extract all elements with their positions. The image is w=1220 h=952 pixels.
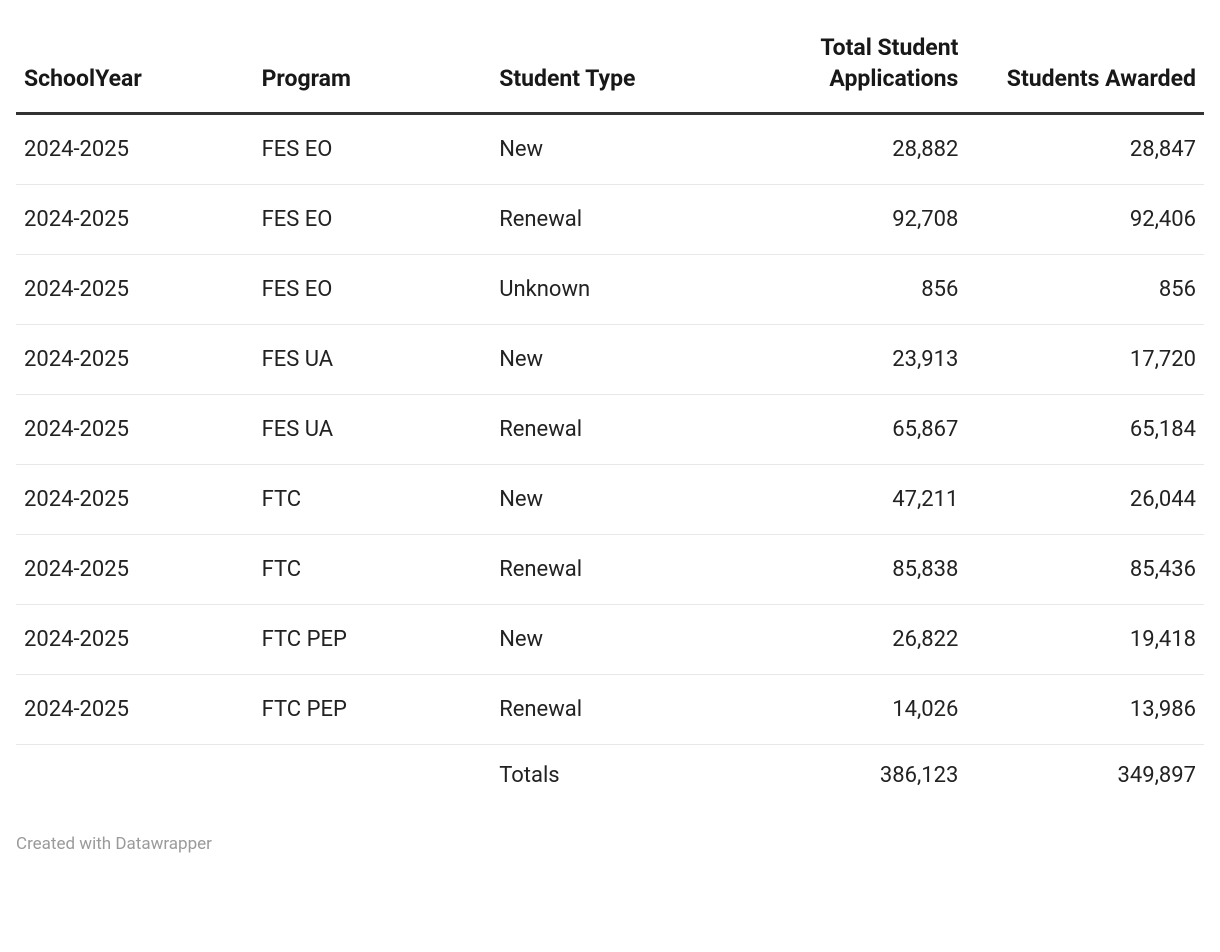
cell-total-applications: 856: [705, 255, 966, 325]
cell-program: FES EO: [254, 255, 492, 325]
header-students-awarded[interactable]: Students Awarded: [966, 16, 1204, 114]
table-row: 2024-2025 FES UA Renewal 65,867 65,184: [16, 395, 1204, 465]
cell-school-year: 2024-2025: [16, 465, 254, 535]
table-row: 2024-2025 FES EO New 28,882 28,847: [16, 114, 1204, 185]
cell-total-applications: 28,882: [705, 114, 966, 185]
table-row: 2024-2025 FES EO Unknown 856 856: [16, 255, 1204, 325]
header-school-year[interactable]: SchoolYear: [16, 16, 254, 114]
table-row: 2024-2025 FTC PEP Renewal 14,026 13,986: [16, 675, 1204, 745]
cell-student-type: New: [491, 465, 705, 535]
table-row: 2024-2025 FTC New 47,211 26,044: [16, 465, 1204, 535]
table-row: 2024-2025 FTC PEP New 26,822 19,418: [16, 605, 1204, 675]
cell-school-year: 2024-2025: [16, 114, 254, 185]
cell-student-type: Renewal: [491, 675, 705, 745]
cell-school-year: 2024-2025: [16, 605, 254, 675]
header-total-applications[interactable]: Total Student Applications: [705, 16, 966, 114]
totals-row: Totals 386,123 349,897: [16, 745, 1204, 807]
totals-applications: 386,123: [705, 745, 966, 807]
cell-program: FES UA: [254, 325, 492, 395]
cell-program: FTC PEP: [254, 605, 492, 675]
cell-students-awarded: 85,436: [966, 535, 1204, 605]
cell-total-applications: 23,913: [705, 325, 966, 395]
cell-program: FES EO: [254, 185, 492, 255]
cell-program: FTC: [254, 465, 492, 535]
header-program[interactable]: Program: [254, 16, 492, 114]
cell-students-awarded: 28,847: [966, 114, 1204, 185]
cell-student-type: New: [491, 114, 705, 185]
totals-blank-2: [254, 745, 492, 807]
cell-program: FES UA: [254, 395, 492, 465]
totals-blank-1: [16, 745, 254, 807]
totals-label: Totals: [491, 745, 705, 807]
cell-total-applications: 85,838: [705, 535, 966, 605]
cell-students-awarded: 65,184: [966, 395, 1204, 465]
cell-students-awarded: 856: [966, 255, 1204, 325]
cell-student-type: New: [491, 325, 705, 395]
cell-program: FES EO: [254, 114, 492, 185]
cell-students-awarded: 26,044: [966, 465, 1204, 535]
header-row: SchoolYear Program Student Type Total St…: [16, 16, 1204, 114]
cell-school-year: 2024-2025: [16, 395, 254, 465]
table-body: 2024-2025 FES EO New 28,882 28,847 2024-…: [16, 114, 1204, 807]
table-row: 2024-2025 FES EO Renewal 92,708 92,406: [16, 185, 1204, 255]
cell-students-awarded: 19,418: [966, 605, 1204, 675]
cell-student-type: Renewal: [491, 535, 705, 605]
cell-school-year: 2024-2025: [16, 325, 254, 395]
cell-program: FTC: [254, 535, 492, 605]
cell-school-year: 2024-2025: [16, 535, 254, 605]
cell-student-type: Renewal: [491, 395, 705, 465]
cell-school-year: 2024-2025: [16, 185, 254, 255]
footer-credit: Created with Datawrapper: [16, 834, 1204, 854]
totals-awarded: 349,897: [966, 745, 1204, 807]
cell-total-applications: 65,867: [705, 395, 966, 465]
cell-students-awarded: 92,406: [966, 185, 1204, 255]
cell-total-applications: 14,026: [705, 675, 966, 745]
cell-students-awarded: 17,720: [966, 325, 1204, 395]
cell-total-applications: 92,708: [705, 185, 966, 255]
cell-students-awarded: 13,986: [966, 675, 1204, 745]
cell-total-applications: 47,211: [705, 465, 966, 535]
cell-program: FTC PEP: [254, 675, 492, 745]
table-row: 2024-2025 FTC Renewal 85,838 85,436: [16, 535, 1204, 605]
cell-school-year: 2024-2025: [16, 675, 254, 745]
table-row: 2024-2025 FES UA New 23,913 17,720: [16, 325, 1204, 395]
cell-school-year: 2024-2025: [16, 255, 254, 325]
cell-total-applications: 26,822: [705, 605, 966, 675]
cell-student-type: New: [491, 605, 705, 675]
header-student-type[interactable]: Student Type: [491, 16, 705, 114]
cell-student-type: Unknown: [491, 255, 705, 325]
cell-student-type: Renewal: [491, 185, 705, 255]
data-table: SchoolYear Program Student Type Total St…: [16, 16, 1204, 806]
